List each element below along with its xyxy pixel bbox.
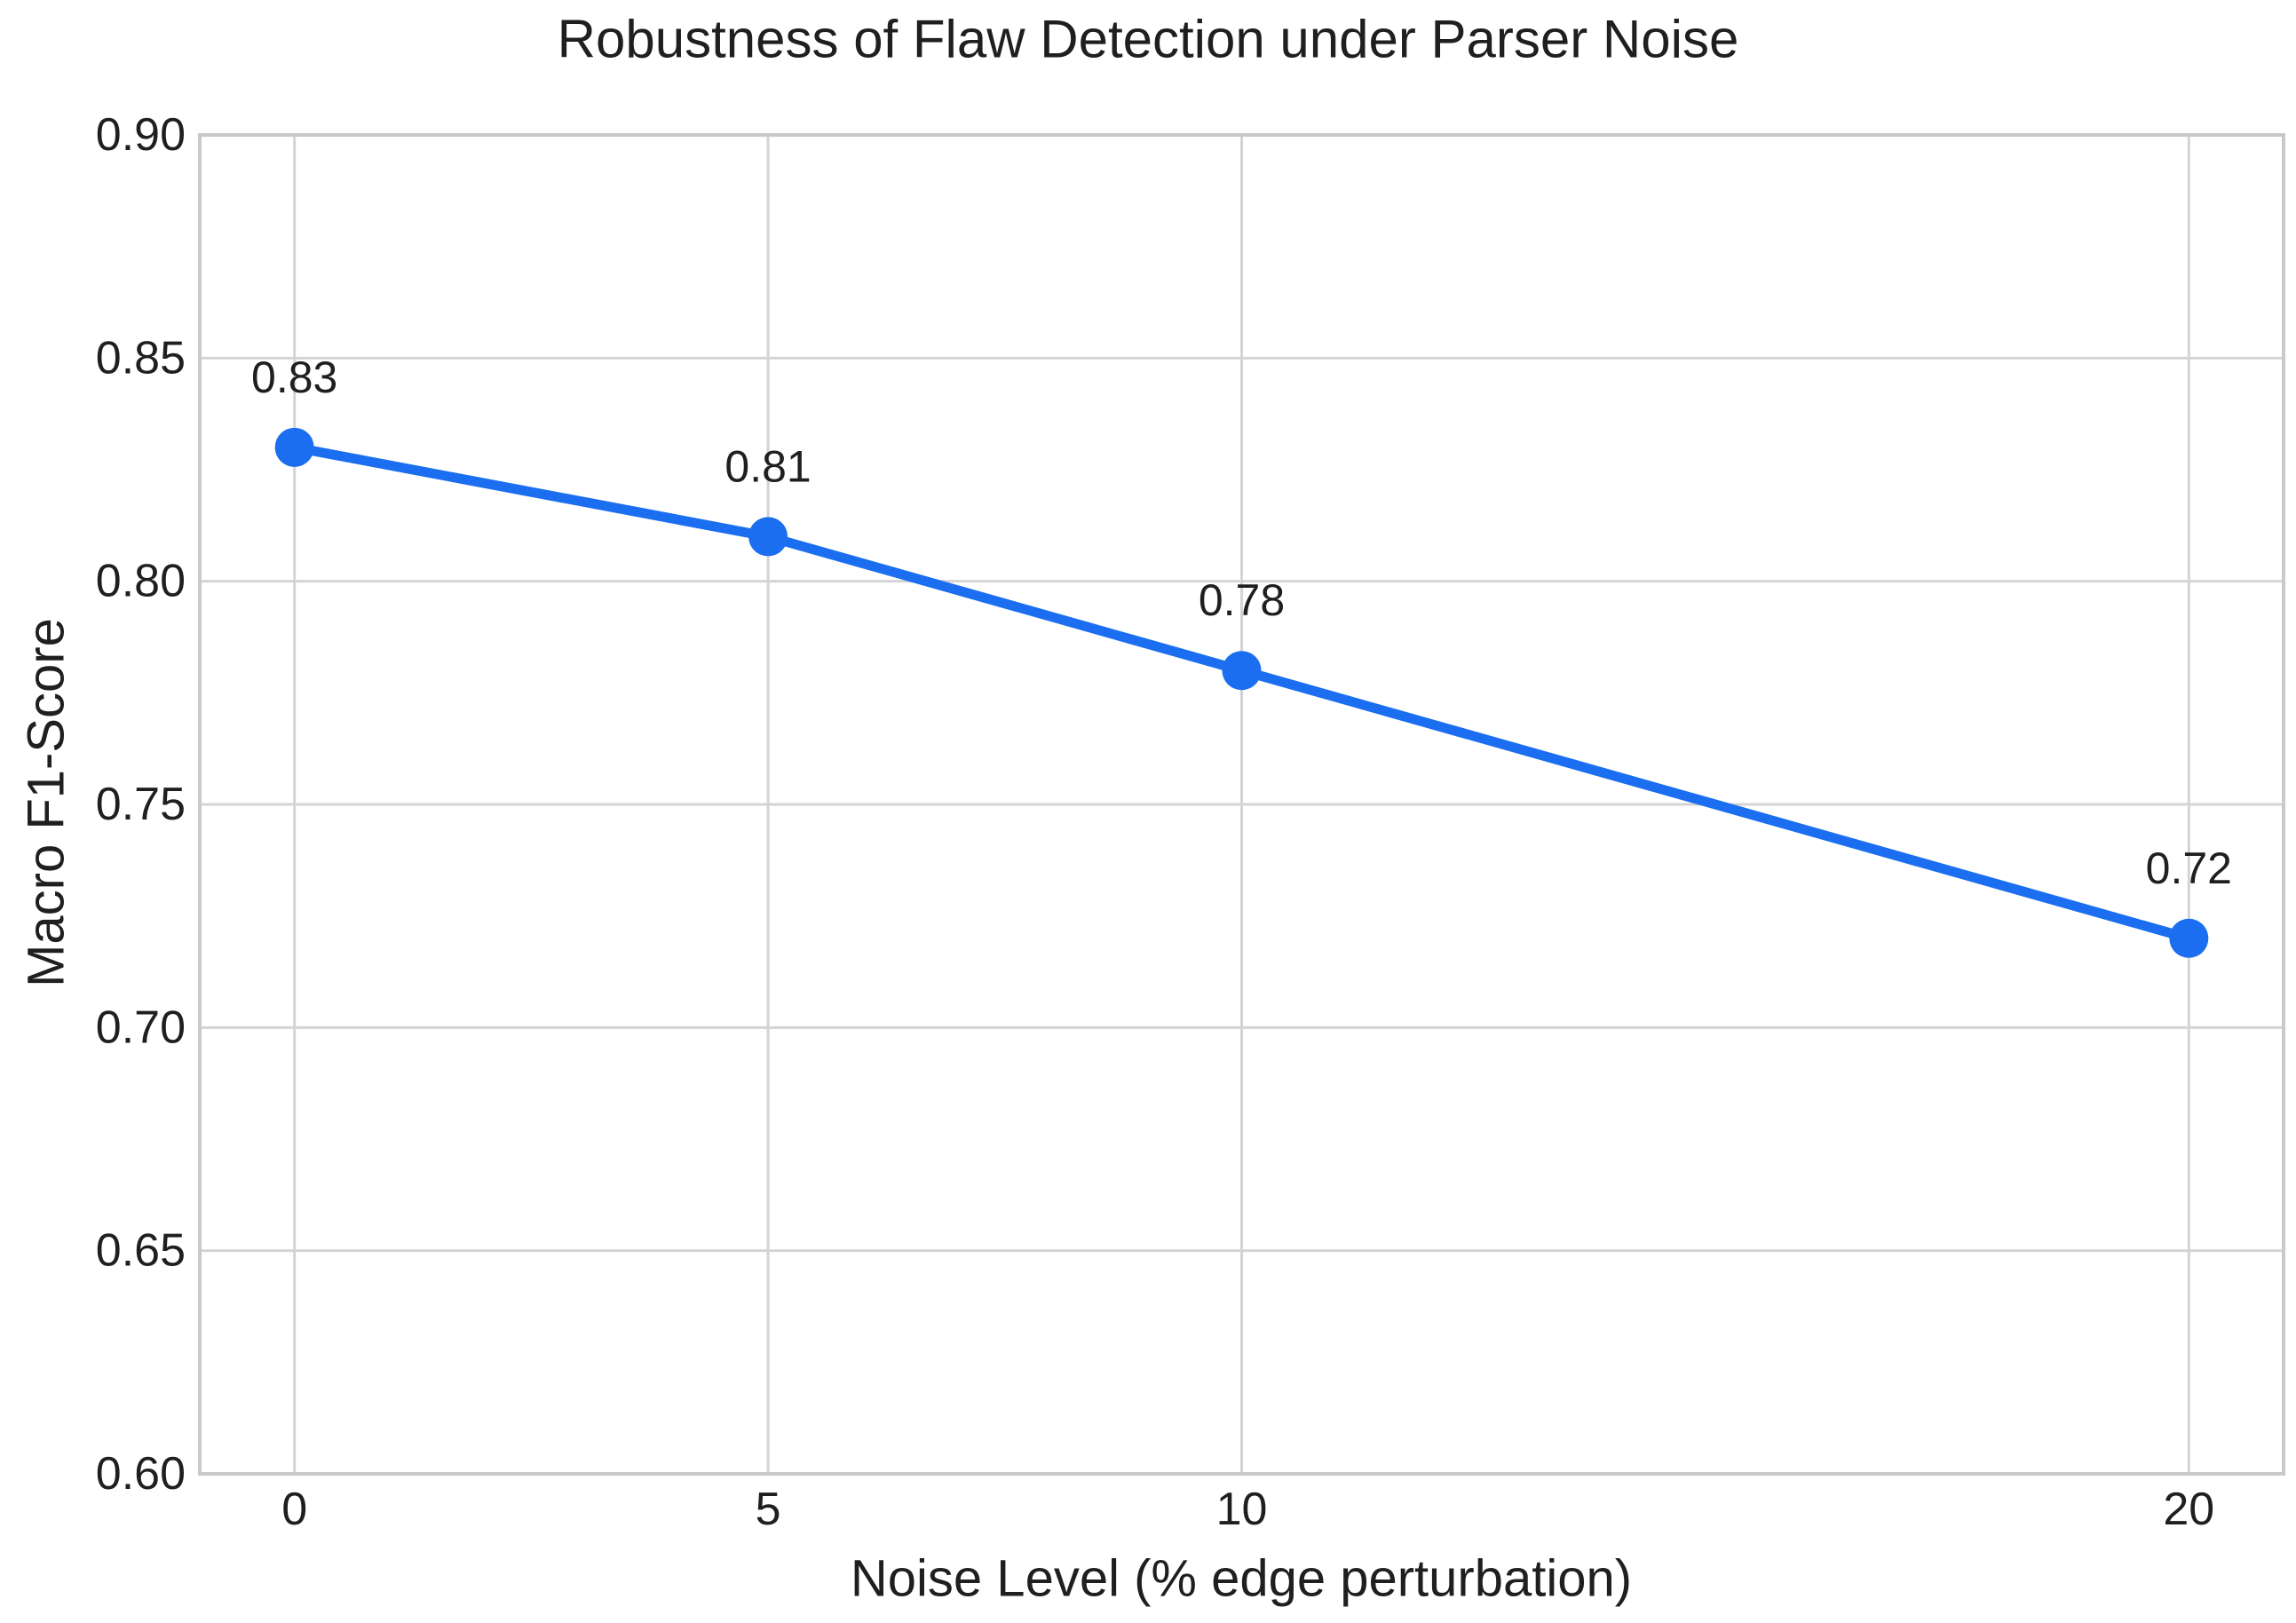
y-tick-label: 0.65 xyxy=(96,1225,186,1277)
point-labels: 0.83 0.81 0.78 0.72 xyxy=(251,352,2232,893)
x-tick-label: 10 xyxy=(1216,1484,1268,1535)
data-point xyxy=(1222,651,1262,691)
chart-title: Robustness of Flaw Detection under Parse… xyxy=(558,10,1739,69)
axes-spines xyxy=(198,133,2285,1476)
x-tick-label: 0 xyxy=(281,1484,307,1535)
y-tick-label: 0.80 xyxy=(96,556,186,607)
y-tick-label: 0.85 xyxy=(96,332,186,384)
tick-labels: 0.60 0.65 0.70 0.75 0.80 0.85 0.90 0 5 10 20 xyxy=(96,109,2214,1535)
axes-box xyxy=(198,133,2285,1476)
y-tick-label: 0.60 xyxy=(96,1448,186,1500)
x-axis-label: Noise Level (% edge perturbation) xyxy=(851,1550,1632,1608)
point-value-label: 0.81 xyxy=(724,441,811,491)
y-tick-label: 0.75 xyxy=(96,779,186,830)
x-tick-label: 20 xyxy=(2163,1484,2214,1535)
data-series xyxy=(274,427,2209,958)
point-value-label: 0.83 xyxy=(251,352,337,402)
point-value-label: 0.72 xyxy=(2146,843,2232,893)
point-value-label: 0.78 xyxy=(1199,575,1285,625)
data-point xyxy=(2169,918,2209,958)
data-line xyxy=(289,442,2194,944)
gridlines xyxy=(200,133,2284,1476)
data-point xyxy=(274,427,314,467)
y-axis-label: Macro F1-Score xyxy=(18,618,75,987)
y-tick-label: 0.70 xyxy=(96,1002,186,1053)
y-tick-label: 0.90 xyxy=(96,109,186,161)
data-point xyxy=(748,517,788,557)
x-tick-label: 5 xyxy=(756,1484,781,1535)
